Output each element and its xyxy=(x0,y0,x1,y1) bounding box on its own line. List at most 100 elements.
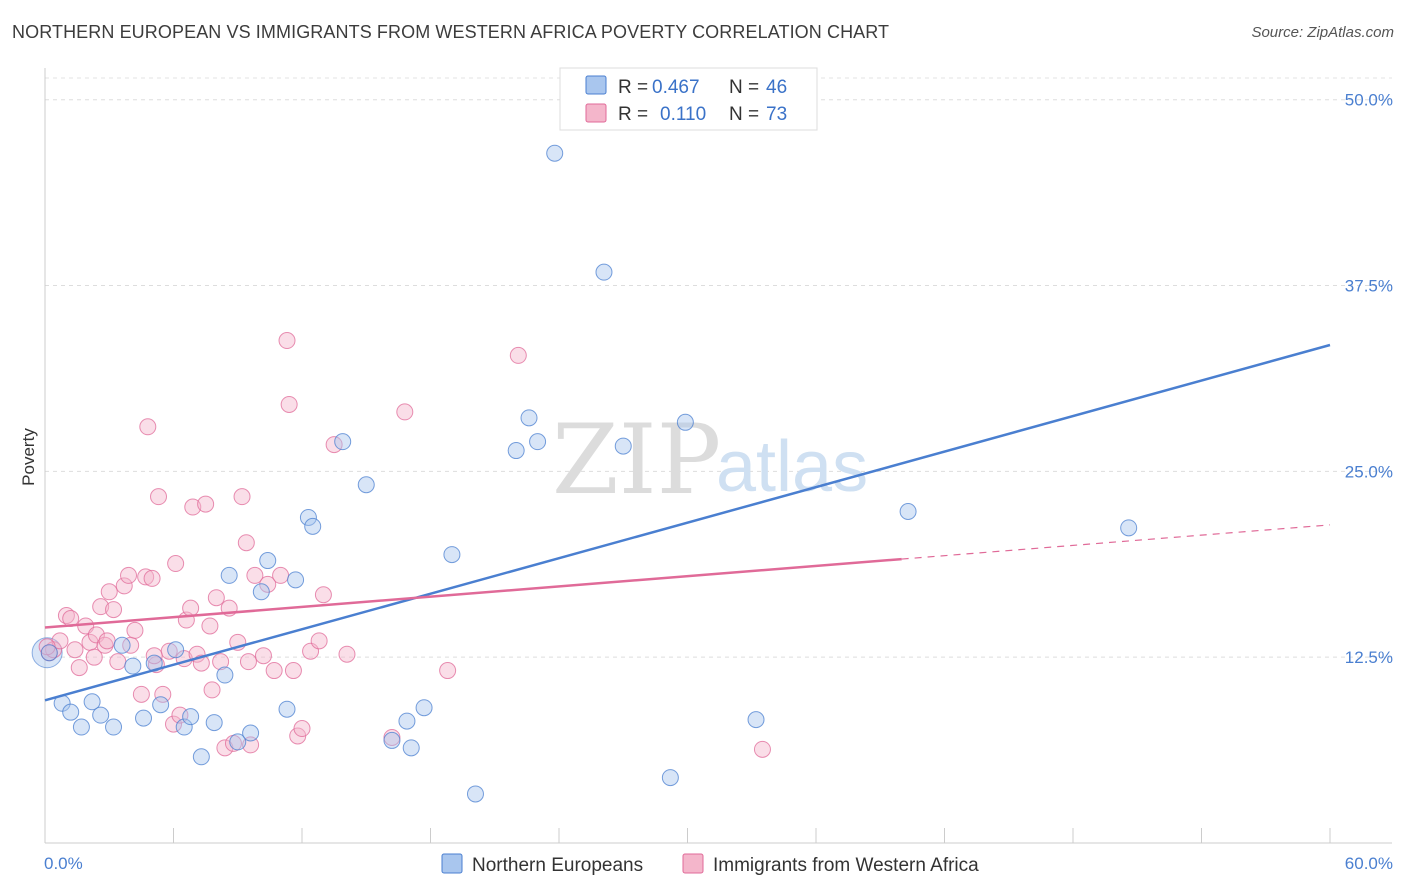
data-point-northern-europeans xyxy=(334,433,352,451)
data-point-northern-europeans xyxy=(62,703,80,721)
data-point-western-africa xyxy=(96,636,114,654)
data-point-northern-europeans xyxy=(676,413,694,431)
data-point-western-africa xyxy=(239,653,257,671)
data-point-western-africa xyxy=(439,662,457,680)
x-tick-labels: 0.0% 60.0% xyxy=(44,854,1393,873)
data-point-western-africa xyxy=(70,659,88,677)
grid-lines xyxy=(45,77,1392,658)
y-tick-label: 50.0% xyxy=(1345,91,1393,110)
data-point-western-africa xyxy=(182,599,200,617)
legend-swatch-blue xyxy=(585,75,607,95)
data-point-northern-europeans xyxy=(287,571,305,589)
data-point-northern-europeans xyxy=(105,718,123,736)
data-point-northern-europeans xyxy=(304,517,322,535)
watermark: ZIP atlas xyxy=(552,404,868,516)
y-tick-labels: 12.5% 25.0% 37.5% 50.0% xyxy=(1345,91,1393,667)
data-point-western-africa xyxy=(85,648,103,666)
data-point-northern-europeans xyxy=(83,693,101,711)
data-point-northern-europeans xyxy=(529,433,547,451)
data-point-western-africa xyxy=(137,568,155,586)
data-point-western-africa xyxy=(143,569,161,587)
data-point-northern-europeans xyxy=(135,709,153,727)
data-point-northern-europeans xyxy=(229,733,247,751)
data-point-northern-europeans xyxy=(402,739,420,757)
data-point-northern-europeans xyxy=(175,718,193,736)
data-point-western-africa xyxy=(254,647,272,665)
data-point-western-africa xyxy=(154,685,172,703)
legend-r-value-1: 0.467 xyxy=(652,77,700,98)
data-point-western-africa xyxy=(132,685,150,703)
data-point-western-africa xyxy=(246,566,264,584)
legend-swatch-pink xyxy=(585,103,607,123)
data-point-western-africa xyxy=(150,488,168,506)
data-point-northern-europeans xyxy=(40,644,58,662)
data-point-northern-europeans xyxy=(152,696,170,714)
data-point-northern-europeans xyxy=(113,636,131,654)
data-point-western-africa xyxy=(120,566,138,584)
data-point-western-africa xyxy=(139,418,157,436)
trend-lines xyxy=(44,343,1331,702)
data-point-western-africa xyxy=(109,653,127,671)
data-point-western-africa xyxy=(145,647,163,665)
data-point-northern-europeans xyxy=(1120,519,1138,537)
legend-n-value-1: 46 xyxy=(766,77,787,98)
data-point-northern-europeans xyxy=(661,769,679,787)
data-point-western-africa xyxy=(165,715,182,733)
data-point-western-africa xyxy=(278,332,296,350)
data-point-northern-europeans xyxy=(252,583,270,601)
data-point-northern-europeans xyxy=(546,144,564,162)
legend-n-label-2: N = xyxy=(729,104,759,125)
data-point-western-africa xyxy=(197,495,215,513)
data-point-western-africa xyxy=(115,577,133,595)
data-point-northern-europeans xyxy=(747,711,765,729)
data-point-northern-europeans xyxy=(216,666,234,684)
data-point-northern-europeans xyxy=(520,409,538,427)
data-point-northern-europeans xyxy=(415,699,433,717)
series-legend-label-blue: Northern Europeans xyxy=(472,855,643,876)
data-point-northern-europeans xyxy=(259,552,277,570)
data-point-western-africa xyxy=(98,632,116,650)
data-point-northern-europeans xyxy=(205,714,223,732)
data-points xyxy=(31,144,1138,803)
data-point-western-africa xyxy=(280,395,298,413)
data-point-western-africa xyxy=(284,662,302,680)
data-point-northern-europeans xyxy=(466,785,484,803)
trend-line-northern-europeans xyxy=(44,343,1331,702)
trend-line-western-africa-extension xyxy=(901,524,1331,560)
data-point-western-africa xyxy=(167,555,185,573)
data-point-western-africa xyxy=(100,583,118,601)
data-point-northern-europeans xyxy=(72,718,90,736)
data-point-western-africa xyxy=(753,740,771,758)
data-point-northern-europeans xyxy=(167,641,185,659)
axes xyxy=(44,68,1392,844)
data-point-western-africa xyxy=(396,403,414,421)
data-point-northern-europeans xyxy=(595,263,613,281)
watermark-zip: ZIP xyxy=(552,404,721,516)
y-tick-label: 37.5% xyxy=(1345,277,1393,296)
data-point-western-africa xyxy=(207,589,225,607)
x-tick-label-min: 0.0% xyxy=(44,854,83,873)
data-point-western-africa xyxy=(310,632,328,650)
y-axis-label: Poverty xyxy=(19,428,38,486)
legend-n-value-2: 73 xyxy=(766,104,787,125)
data-point-northern-europeans xyxy=(398,712,416,730)
data-point-western-africa xyxy=(314,586,332,604)
data-point-northern-europeans xyxy=(357,476,375,494)
source-credit: Source: ZipAtlas.com xyxy=(1251,24,1394,41)
y-tick-label: 12.5% xyxy=(1345,648,1393,667)
data-point-northern-europeans xyxy=(124,657,142,675)
data-point-western-africa xyxy=(233,488,251,506)
legend-r-value-2: 0.110 xyxy=(660,104,706,125)
data-point-northern-europeans xyxy=(899,503,917,521)
data-point-western-africa xyxy=(66,641,84,659)
data-point-western-africa xyxy=(105,601,123,619)
legend: R = 0.467 N = 46 R = 0.110 N = 73 xyxy=(559,67,818,131)
data-point-western-africa xyxy=(242,736,260,754)
data-point-western-africa xyxy=(237,534,255,552)
chart-title: NORTHERN EUROPEAN VS IMMIGRANTS FROM WES… xyxy=(12,22,890,42)
data-point-western-africa xyxy=(126,621,144,639)
x-tick-label-max: 60.0% xyxy=(1345,854,1393,873)
data-point-northern-europeans xyxy=(182,708,200,726)
data-point-western-africa xyxy=(293,720,311,738)
